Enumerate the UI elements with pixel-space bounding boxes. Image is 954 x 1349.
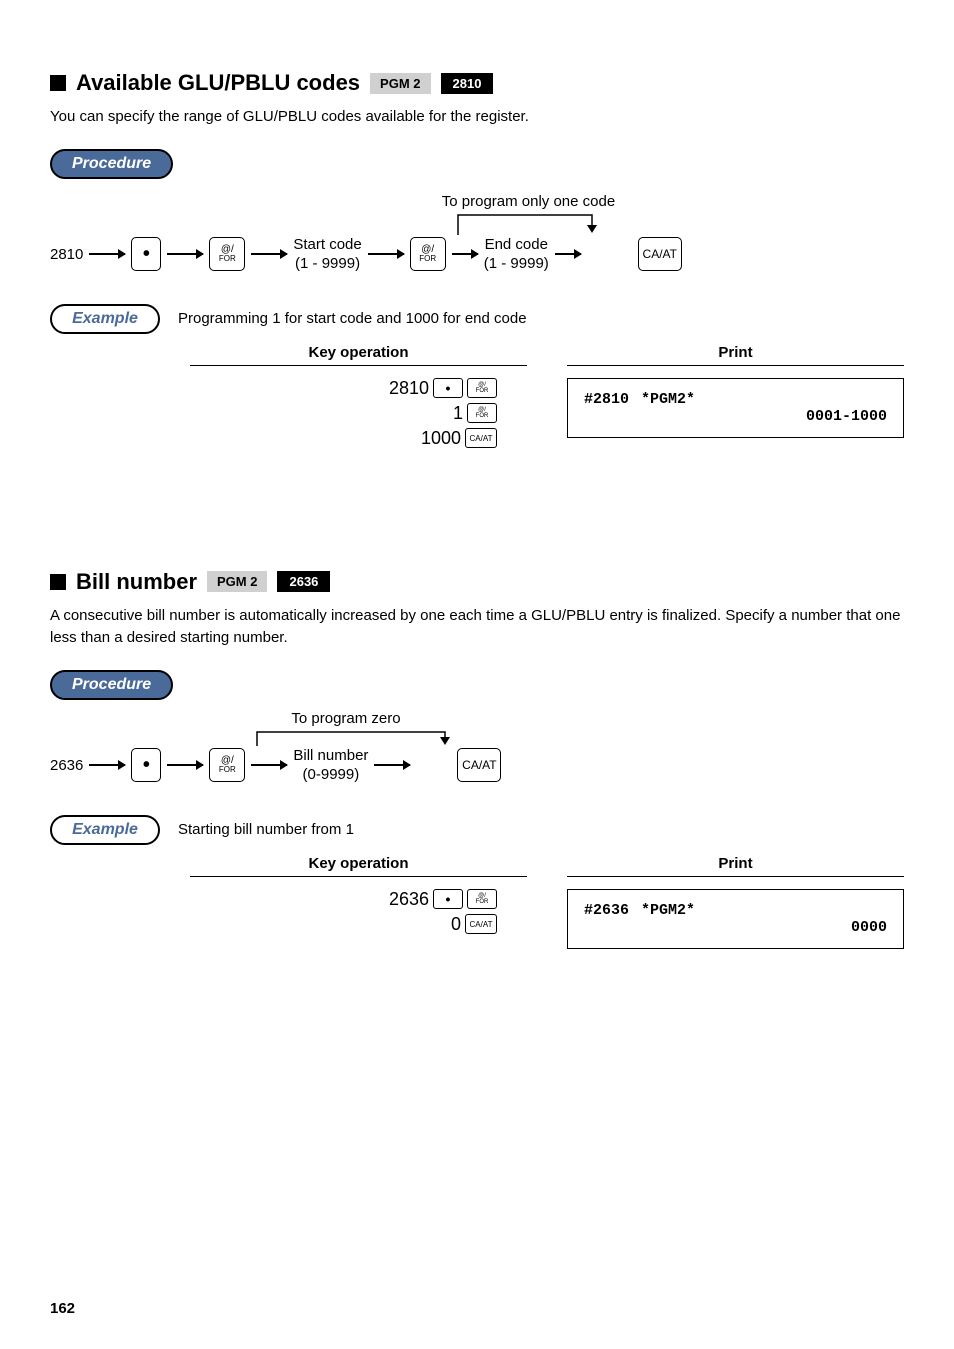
flow-entry-code: 2810 bbox=[50, 246, 83, 263]
jobcode-badge: 2636 bbox=[277, 571, 330, 592]
key-op-line: 0 CA/AT bbox=[451, 914, 497, 935]
print-line: 0001-1000 bbox=[584, 408, 887, 425]
key-op-line: 2810 • @/ FOR bbox=[389, 378, 497, 399]
example-pill: Example bbox=[50, 815, 160, 845]
for-key: @/ FOR bbox=[209, 237, 245, 271]
arrow-icon bbox=[555, 253, 581, 255]
decimal-key: • bbox=[131, 748, 161, 782]
pgm-badge: PGM 2 bbox=[207, 571, 267, 592]
procedure-pill: Procedure bbox=[50, 149, 173, 179]
key-operations: 2636 • @/ FOR 0 CA/AT bbox=[190, 889, 527, 935]
section-title: Bill number bbox=[76, 569, 197, 595]
jobcode-badge: 2810 bbox=[441, 73, 494, 94]
procedure-flow: 2810 • @/ FOR Start code (1 - 9999) @/ F… bbox=[50, 235, 904, 274]
key-operation-column: Key operation 2636 • @/ FOR 0 CA/AT bbox=[190, 855, 527, 949]
caat-key-small: CA/AT bbox=[465, 428, 497, 448]
example-description: Programming 1 for start code and 1000 fo… bbox=[178, 310, 527, 327]
example-row: Example Programming 1 for start code and… bbox=[50, 304, 904, 334]
bullet-square-icon bbox=[50, 574, 66, 590]
key-operation-column: Key operation 2810 • @/ FOR 1 @/ bbox=[190, 344, 527, 449]
key-operations: 2810 • @/ FOR 1 @/ FOR bbox=[190, 378, 527, 449]
branch-container: To program zero Bill number (0-9999) bbox=[251, 746, 451, 785]
arrow-icon bbox=[374, 764, 410, 766]
example-columns: Key operation 2636 • @/ FOR 0 CA/AT bbox=[50, 855, 904, 949]
print-output: #2810 *PGM2* 0001-1000 bbox=[567, 378, 904, 438]
arrow-icon bbox=[251, 253, 287, 255]
bullet-square-icon bbox=[50, 75, 66, 91]
arrow-icon bbox=[167, 764, 203, 766]
for-key-small: @/ FOR bbox=[467, 889, 497, 909]
procedure-pill: Procedure bbox=[50, 670, 173, 700]
example-row: Example Starting bill number from 1 bbox=[50, 815, 904, 845]
print-line: #2636 *PGM2* bbox=[584, 902, 887, 919]
print-output: #2636 *PGM2* 0000 bbox=[567, 889, 904, 949]
arrow-icon bbox=[251, 764, 287, 766]
key-op-header: Key operation bbox=[190, 344, 527, 366]
section-header: Available GLU/PBLU codes PGM 2 2810 bbox=[50, 70, 904, 96]
arrow-icon bbox=[167, 253, 203, 255]
for-key: @/ FOR bbox=[410, 237, 446, 271]
pgm-badge: PGM 2 bbox=[370, 73, 430, 94]
start-code-label: Start code (1 - 9999) bbox=[293, 235, 361, 274]
for-key-small: @/ FOR bbox=[467, 403, 497, 423]
example-description: Starting bill number from 1 bbox=[178, 821, 354, 838]
key-op-header: Key operation bbox=[190, 855, 527, 877]
for-key-small: @/ FOR bbox=[467, 378, 497, 398]
caat-key-small: CA/AT bbox=[465, 914, 497, 934]
caat-key: CA/AT bbox=[457, 748, 501, 782]
section-bill-number: Bill number PGM 2 2636 A consecutive bil… bbox=[50, 569, 904, 949]
example-columns: Key operation 2810 • @/ FOR 1 @/ bbox=[50, 344, 904, 449]
procedure-flow: 2636 • @/ FOR To program zero Bill numbe… bbox=[50, 746, 904, 785]
print-line: #2810 *PGM2* bbox=[584, 391, 887, 408]
caat-key: CA/AT bbox=[638, 237, 682, 271]
for-key: @/ FOR bbox=[209, 748, 245, 782]
print-column: Print #2636 *PGM2* 0000 bbox=[567, 855, 904, 949]
arrow-icon bbox=[452, 253, 478, 255]
section-header: Bill number PGM 2 2636 bbox=[50, 569, 904, 595]
branch-line-icon bbox=[452, 207, 632, 257]
key-op-line: 1000 CA/AT bbox=[421, 428, 497, 449]
decimal-key: • bbox=[131, 237, 161, 271]
branch-container: To program only one code End code (1 - 9… bbox=[452, 235, 632, 274]
section-title: Available GLU/PBLU codes bbox=[76, 70, 360, 96]
print-header: Print bbox=[567, 344, 904, 366]
decimal-key-small: • bbox=[433, 378, 463, 398]
intro-text: A consecutive bill number is automatical… bbox=[50, 605, 904, 650]
page-number: 162 bbox=[50, 1300, 75, 1317]
intro-text: You can specify the range of GLU/PBLU co… bbox=[50, 106, 904, 129]
print-header: Print bbox=[567, 855, 904, 877]
branch-note: To program zero bbox=[291, 710, 400, 727]
arrow-icon bbox=[368, 253, 404, 255]
decimal-key-small: • bbox=[433, 889, 463, 909]
print-line: 0000 bbox=[584, 919, 887, 936]
flow-entry-code: 2636 bbox=[50, 757, 83, 774]
example-pill: Example bbox=[50, 304, 160, 334]
arrow-icon bbox=[89, 253, 125, 255]
key-op-line: 2636 • @/ FOR bbox=[389, 889, 497, 910]
print-column: Print #2810 *PGM2* 0001-1000 bbox=[567, 344, 904, 449]
arrow-icon bbox=[89, 764, 125, 766]
section-glu-pblu: Available GLU/PBLU codes PGM 2 2810 You … bbox=[50, 70, 904, 449]
key-op-line: 1 @/ FOR bbox=[453, 403, 497, 424]
